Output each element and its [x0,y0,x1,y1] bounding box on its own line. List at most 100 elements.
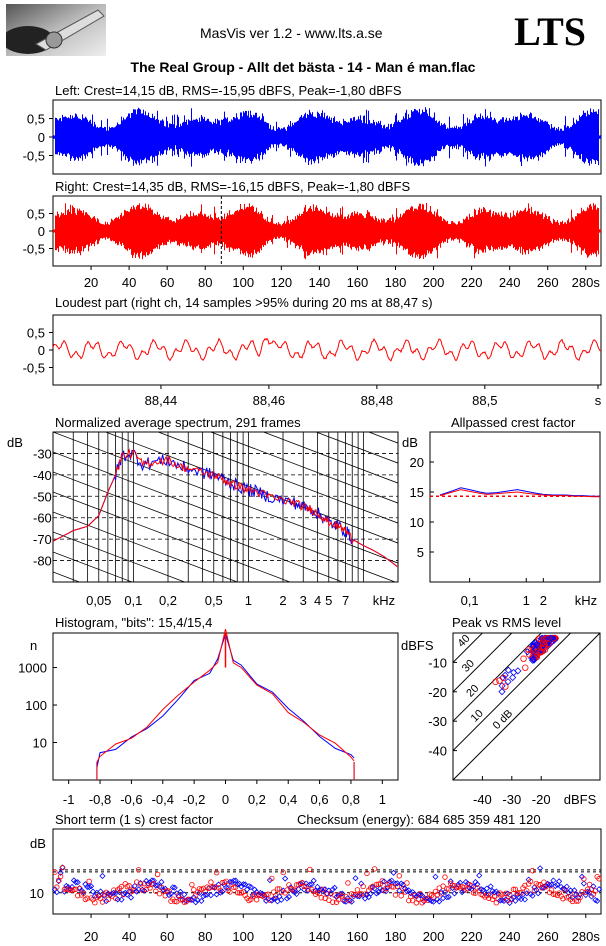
y-tick-label: -80 [33,554,52,569]
crest-point [133,888,140,895]
crest-point [581,876,587,882]
crest-point [207,892,214,899]
spectrum-right-line [52,448,399,568]
scatter-point [537,648,544,656]
crest-point [491,889,498,896]
crest-point [190,894,197,901]
crest-point [586,881,593,888]
crest-point [99,872,106,880]
crest-point [234,889,241,896]
y-tick-label: -60 [33,511,52,526]
x-tick-label: 240 [499,275,521,290]
crest-point [436,898,443,905]
crest-point [527,878,534,885]
left-wave-title: Left: Crest=14,15 dB, RMS=-15,95 dBFS, P… [55,83,402,98]
crest-point [126,883,132,889]
crest-point [491,893,498,900]
y-axis-label: n [30,638,37,653]
allpass-title: Allpassed crest factor [451,415,576,430]
y-tick-label: 5 [417,545,424,560]
x-tick-label: 160 [347,275,369,290]
x-tick-label: 40 [122,929,136,944]
scatter-point [492,678,499,686]
slope-line [262,432,398,484]
file-title: The Real Group - Allt det bästa - 14 - M… [130,59,476,75]
crest-point [297,881,304,888]
x-tick-label: 0 [222,792,229,807]
scatter-point [496,677,503,684]
crest-point [550,877,557,884]
x-tick-label: 60 [160,275,174,290]
loudest-title: Loudest part (right ch, 14 samples >95% … [55,295,433,310]
crest-point [506,899,513,907]
x-tick-label: -20 [532,792,551,807]
crest-point [394,880,401,887]
y-tick-label: -30 [33,446,52,461]
x-tick-label: 280s [572,275,601,290]
crest-point [227,889,233,895]
crest-point [137,881,144,887]
crest-point [192,899,199,906]
spectrum-title: Normalized average spectrum, 291 frames [55,415,301,430]
spectrum-left-line [52,449,399,568]
crest-point [521,896,528,903]
crest-diagonal [453,633,513,693]
crest-point [191,887,197,893]
crest-point [87,883,95,890]
crest-point [371,885,378,892]
slope-line [104,432,398,544]
crest-diagonals: 40 30 20 10 0 dB [453,633,600,780]
crest-point [285,893,293,901]
x-tick-label: 88,44 [145,393,178,408]
crest-point [310,877,317,884]
crest-point [348,898,355,905]
peak-rms-title: Peak vs RMS level [452,615,561,630]
crest-point [57,873,64,880]
y-tick-label: 15 [410,485,424,500]
crest-point [92,900,98,906]
crest-point [367,890,374,897]
crest-point [516,889,522,896]
x-tick-label: -0,2 [183,792,205,807]
crest-point [114,896,121,903]
x-tick-label: 160 [347,929,369,944]
y-tick-label: -30 [428,714,447,729]
scatter-point [531,639,539,647]
x-tick-label: 0,1 [124,593,142,608]
short-crest-title: Short term (1 s) crest factor [55,812,214,827]
crest-point [430,894,437,900]
crest-point [428,897,435,905]
x-tick-label: -40 [473,792,492,807]
crest-point [360,883,366,890]
crest-point [577,891,584,898]
x-tick-label: 2 [279,593,286,608]
waveform-trace [53,203,601,260]
allpass-left-line [439,487,600,497]
y-tick-label: 10 [33,736,47,751]
crest-point [150,877,157,884]
crest-point [571,887,578,894]
crest-point [89,888,97,895]
crest-point [596,876,602,882]
crest-point [339,890,346,897]
crest-point [152,882,159,889]
x-tick-label: 88,48 [361,393,394,408]
crest-point [127,894,135,901]
histogram-title: Histogram, "bits": 15,4/15,4 [55,615,212,630]
x-tick-label: 0,05 [86,593,111,608]
right-waveform-panel: 0,5 0 -0,5 20 40 60 80 100 120 140 160 180 200 220 240… [23,195,602,290]
crest-point [451,890,458,897]
crest-point [539,885,545,891]
x-tick-label: 0,5 [205,593,223,608]
x-tick-label: 0,2 [248,792,266,807]
x-tick-label: 180 [385,929,407,944]
crest-point [371,866,378,872]
crest-point [172,898,178,905]
scatter-point [547,634,555,642]
crest-point [434,892,441,898]
waveform-trace [53,107,601,167]
crest-point [470,883,477,890]
y-tick-label: 20 [410,455,424,470]
crest-point [569,898,576,905]
crest-point [580,880,587,887]
